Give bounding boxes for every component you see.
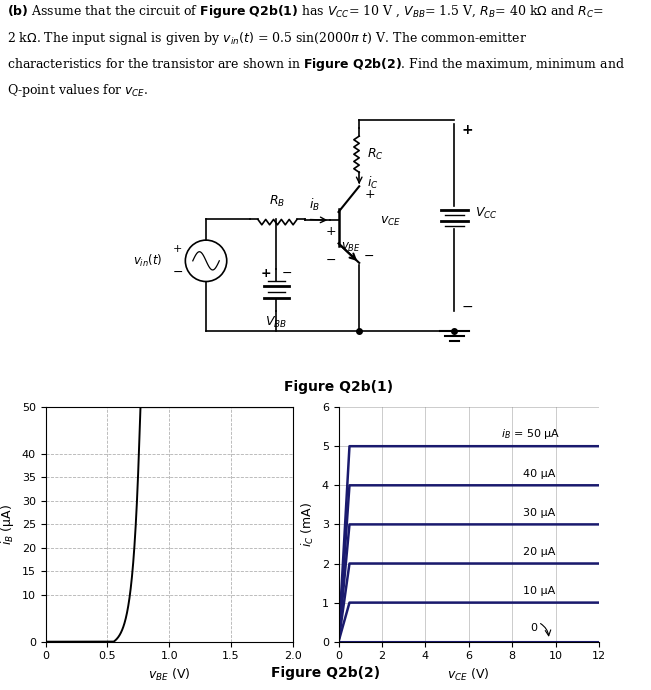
Text: +: + [326,226,337,238]
Text: 20 μA: 20 μA [523,546,555,557]
Text: Q-point values for $v_{CE}$.: Q-point values for $v_{CE}$. [7,81,148,99]
Y-axis label: $i_C$ (mA): $i_C$ (mA) [300,502,316,547]
X-axis label: $v_{CE}$ (V): $v_{CE}$ (V) [447,667,490,683]
Text: $i_C$: $i_C$ [367,175,378,191]
Text: $V_{CC}$: $V_{CC}$ [475,206,498,221]
Text: −: − [326,255,337,267]
Text: −: − [281,267,292,279]
Text: −: − [173,266,183,279]
Text: −: − [462,299,473,313]
Text: +: + [261,267,271,279]
Text: Figure Q2b(2): Figure Q2b(2) [271,666,380,680]
Text: Figure Q2b(1): Figure Q2b(1) [284,380,393,394]
Text: 0: 0 [531,623,537,633]
Text: 40 μA: 40 μA [523,469,555,479]
Text: −: − [364,250,375,263]
Y-axis label: $i_B$ (μA): $i_B$ (μA) [0,504,16,545]
Text: 2 k$\Omega$. The input signal is given by $v_{in}(t)$ = 0.5 sin(2000$\pi$ $t$) V: 2 k$\Omega$. The input signal is given b… [7,30,527,46]
Text: $v_{in}(t)$: $v_{in}(t)$ [133,253,163,269]
Text: 30 μA: 30 μA [523,508,555,518]
Text: $v_{BE}$: $v_{BE}$ [340,241,361,254]
Text: +: + [173,244,182,254]
Text: characteristics for the transistor are shown in $\mathbf{Figure\ Q2b(2)}$. Find : characteristics for the transistor are s… [7,56,624,72]
Text: $i_B$: $i_B$ [309,197,320,213]
Text: +: + [364,188,375,201]
Text: 10 μA: 10 μA [523,586,555,596]
X-axis label: $v_{BE}$ (V): $v_{BE}$ (V) [148,667,191,683]
Text: $v_{CE}$: $v_{CE}$ [380,215,401,228]
Text: $R_B$: $R_B$ [270,194,286,209]
Text: $\mathbf{(b)}$ Assume that the circuit of $\mathbf{Figure\ Q2b(1)}$ has $V_{CC}$: $\mathbf{(b)}$ Assume that the circuit o… [7,3,603,21]
Text: $i_B$ = 50 μA: $i_B$ = 50 μA [501,428,561,442]
Text: $V_{BB}$: $V_{BB}$ [266,315,288,330]
Text: +: + [462,124,473,137]
Text: $R_C$: $R_C$ [367,147,383,161]
